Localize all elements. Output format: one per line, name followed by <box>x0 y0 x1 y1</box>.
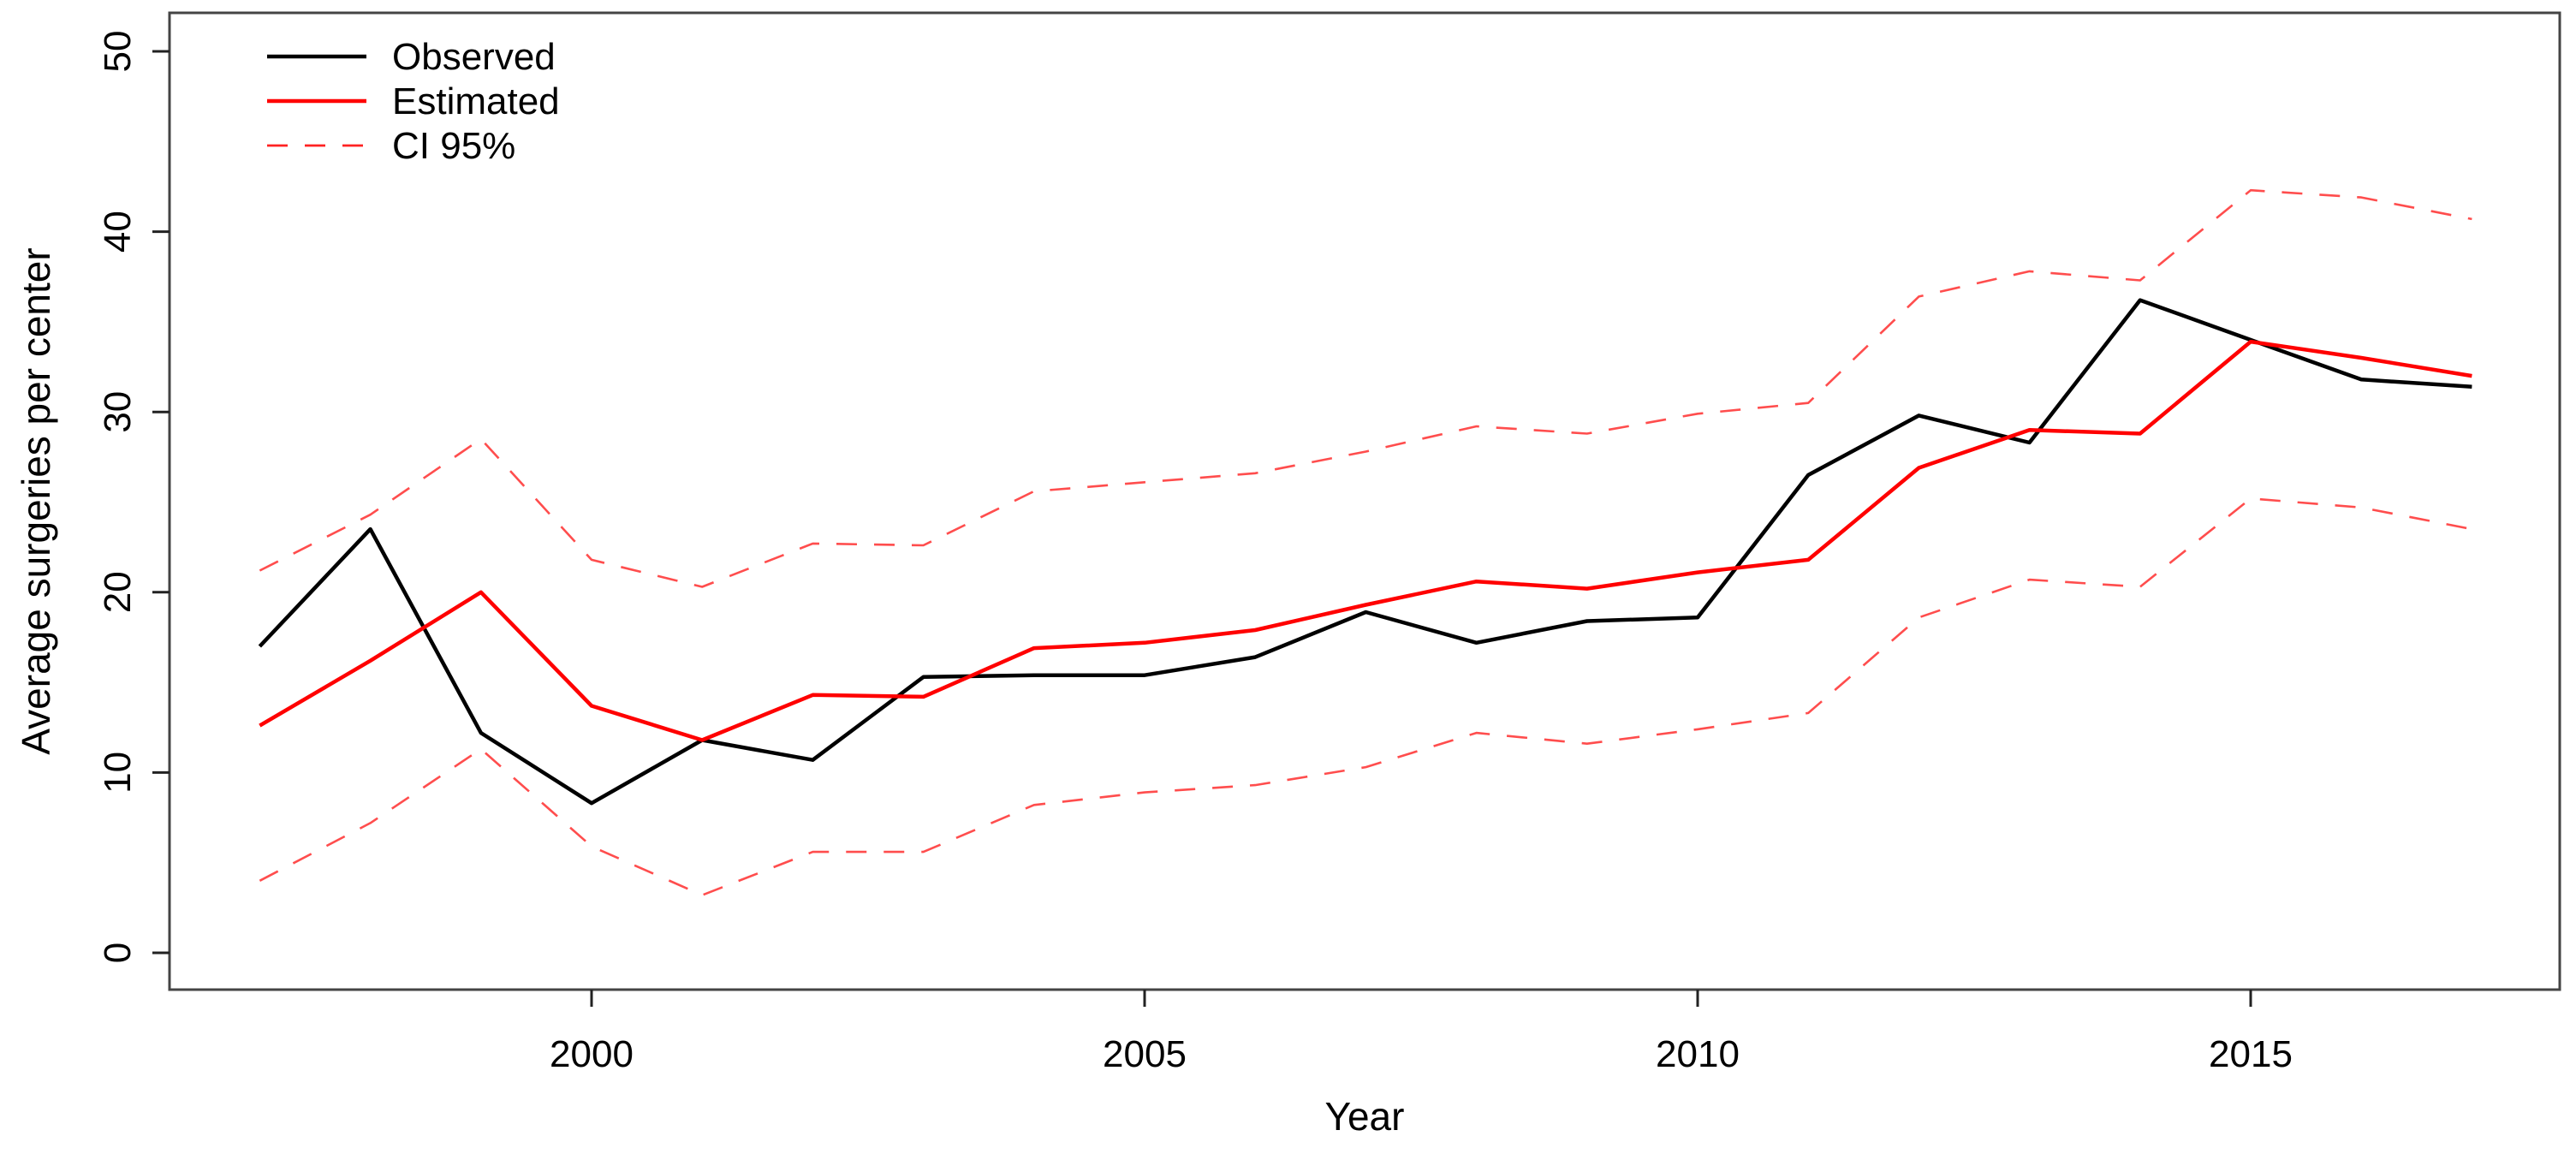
y-tick-label: 0 <box>97 943 139 963</box>
legend-label: Observed <box>392 36 556 78</box>
x-tick-label: 2005 <box>1103 1033 1187 1075</box>
legend-label: CI 95% <box>392 125 515 167</box>
y-tick-label: 30 <box>97 391 139 433</box>
y-axis-title: Average surgeries per center <box>14 247 58 754</box>
x-tick-label: 2010 <box>1656 1033 1740 1075</box>
x-axis-title: Year <box>1325 1094 1405 1139</box>
y-tick-label: 50 <box>97 31 139 73</box>
series-ci-95-upper <box>259 188 2472 588</box>
series-observed <box>258 298 2472 806</box>
y-tick-label: 40 <box>97 211 139 253</box>
x-tick-label: 2015 <box>2209 1033 2293 1075</box>
series-estimated <box>259 339 2472 742</box>
plot-box <box>168 11 2561 991</box>
series-ci-95-lower <box>259 497 2472 896</box>
y-tick-label: 10 <box>97 752 139 794</box>
legend-label: Estimated <box>392 80 560 122</box>
y-tick-label: 20 <box>97 571 139 613</box>
x-tick-label: 2000 <box>550 1033 634 1075</box>
